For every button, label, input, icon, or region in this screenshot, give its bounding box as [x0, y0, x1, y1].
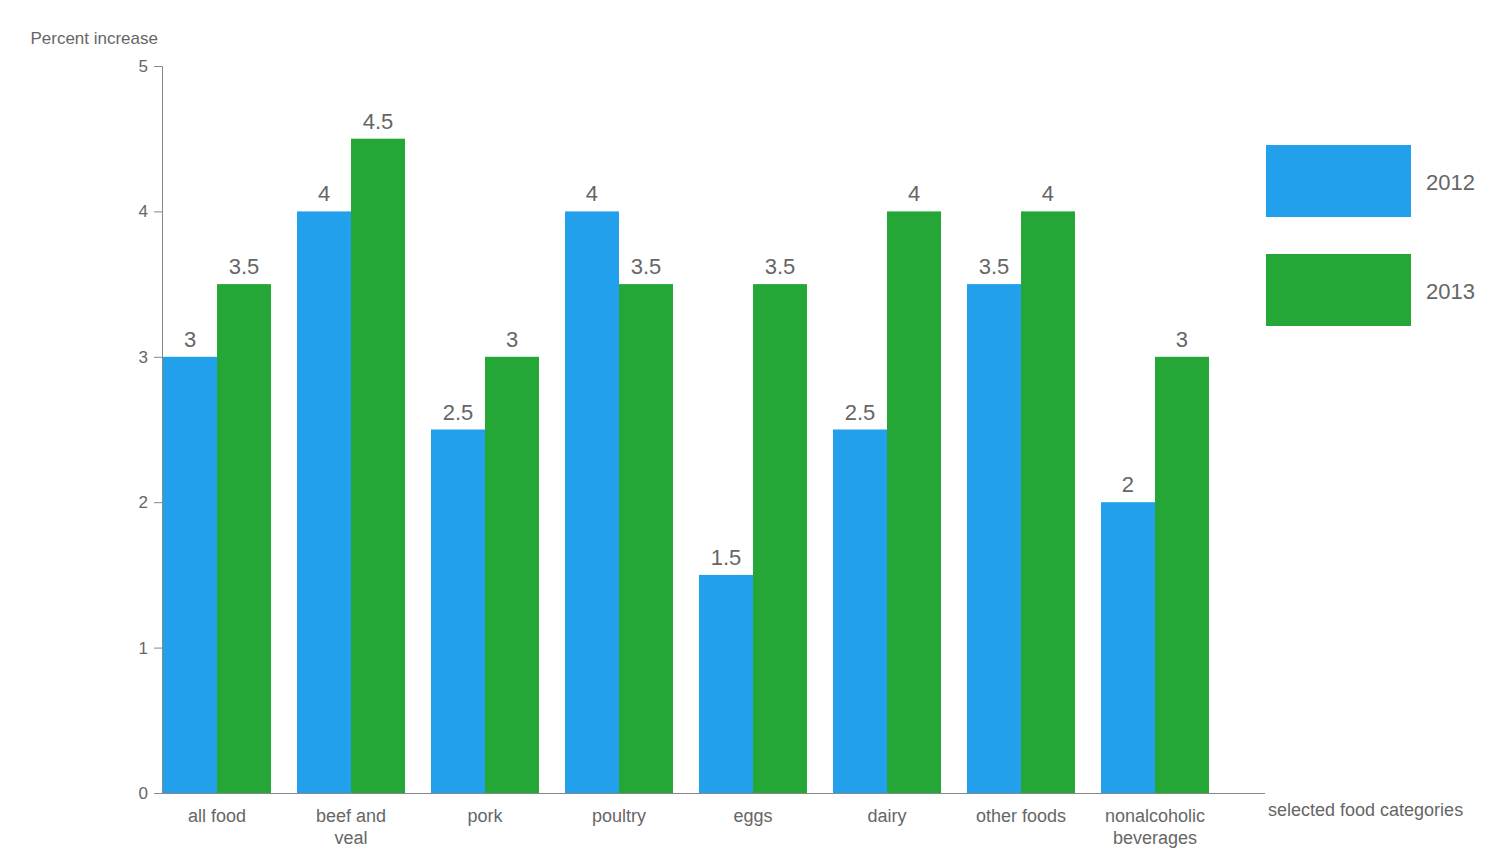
y-axis: 0 1 2 3 4 5	[139, 57, 163, 803]
y-tick-mark	[154, 357, 162, 358]
y-tick: 1	[139, 639, 162, 658]
y-tick: 2	[139, 493, 162, 512]
bar	[753, 284, 807, 793]
x-tick-label: other foods	[976, 806, 1066, 826]
bar	[217, 284, 271, 793]
chart: 3 4 2.5 4 1.5 2.5 3.5 2 3.5 4.5 3 3.5 3.5 4 4 3 0 1 2 3 4 5 al…	[0, 0, 1500, 868]
y-axis-line	[154, 67, 163, 794]
data-label: 3	[506, 327, 518, 352]
y-tick: 4	[139, 202, 162, 221]
x-tick: poultry	[592, 806, 646, 826]
data-label: 4	[318, 181, 330, 206]
data-label: 3.5	[229, 254, 260, 279]
legend: 2012 2013	[1266, 145, 1475, 326]
bar	[1021, 211, 1075, 793]
bar	[565, 211, 619, 793]
y-axis-title: Percent increase	[30, 29, 158, 48]
x-tick: dairy	[867, 806, 906, 826]
data-label: 2.5	[443, 400, 474, 425]
y-tick-mark	[154, 502, 162, 503]
data-label: 4.5	[363, 109, 394, 134]
bar	[163, 357, 217, 793]
data-label: 1.5	[711, 545, 742, 570]
bar	[1101, 502, 1155, 793]
y-tick-mark	[154, 793, 162, 794]
x-tick: all food	[188, 806, 246, 826]
legend-label: 2013	[1426, 279, 1475, 304]
bar	[351, 139, 405, 793]
y-tick-label: 5	[139, 57, 148, 76]
x-axis-line	[162, 793, 1265, 794]
bar	[431, 430, 485, 794]
y-tick: 0	[139, 784, 162, 803]
x-tick: eggs	[733, 806, 772, 826]
x-tick: beef andveal	[316, 806, 386, 849]
y-tick-mark	[154, 211, 162, 212]
legend-label: 2012	[1426, 170, 1475, 195]
data-label: 2.5	[845, 400, 876, 425]
bars	[163, 139, 1209, 793]
data-label: 3	[184, 327, 196, 352]
y-tick-label: 0	[139, 784, 148, 803]
x-axis: all food beef andveal pork poultry eggs dairy…	[188, 806, 1205, 849]
x-axis-title: selected food categories	[1268, 800, 1463, 820]
data-label: 4	[908, 181, 920, 206]
x-tick-label: eggs	[733, 806, 772, 826]
legend-swatch	[1266, 254, 1411, 326]
bar	[619, 284, 673, 793]
x-tick-label: dairy	[867, 806, 906, 826]
x-tick: other foods	[976, 806, 1066, 826]
data-label: 3	[1176, 327, 1188, 352]
legend-swatch	[1266, 145, 1411, 217]
x-tick-label: beef andveal	[316, 806, 386, 849]
data-label: 2	[1122, 472, 1134, 497]
x-tick-label: pork	[467, 806, 503, 826]
x-tick-label: all food	[188, 806, 246, 826]
data-label: 3.5	[979, 254, 1010, 279]
y-tick-mark	[154, 648, 162, 649]
bar	[699, 575, 753, 793]
y-tick-label: 3	[139, 348, 148, 367]
bar	[887, 211, 941, 793]
data-labels: 3 4 2.5 4 1.5 2.5 3.5 2 3.5 4.5 3 3.5 3.5 4 4 3	[184, 109, 1188, 570]
y-tick: 5	[139, 57, 162, 76]
data-label: 3.5	[765, 254, 796, 279]
data-label: 3.5	[631, 254, 662, 279]
y-tick-label: 4	[139, 202, 148, 221]
y-tick-mark	[154, 66, 162, 67]
data-label: 4	[586, 181, 598, 206]
bar	[297, 211, 351, 793]
y-tick: 3	[139, 348, 162, 367]
y-tick-label: 2	[139, 493, 148, 512]
bar	[1155, 357, 1209, 793]
x-tick: pork	[467, 806, 503, 826]
bar	[833, 430, 887, 794]
y-tick-label: 1	[139, 639, 148, 658]
bar	[485, 357, 539, 793]
x-tick-label: nonalcoholicbeverages	[1105, 806, 1205, 849]
x-tick: nonalcoholicbeverages	[1105, 806, 1205, 849]
data-label: 4	[1042, 181, 1054, 206]
bar	[967, 284, 1021, 793]
x-tick-label: poultry	[592, 806, 646, 826]
